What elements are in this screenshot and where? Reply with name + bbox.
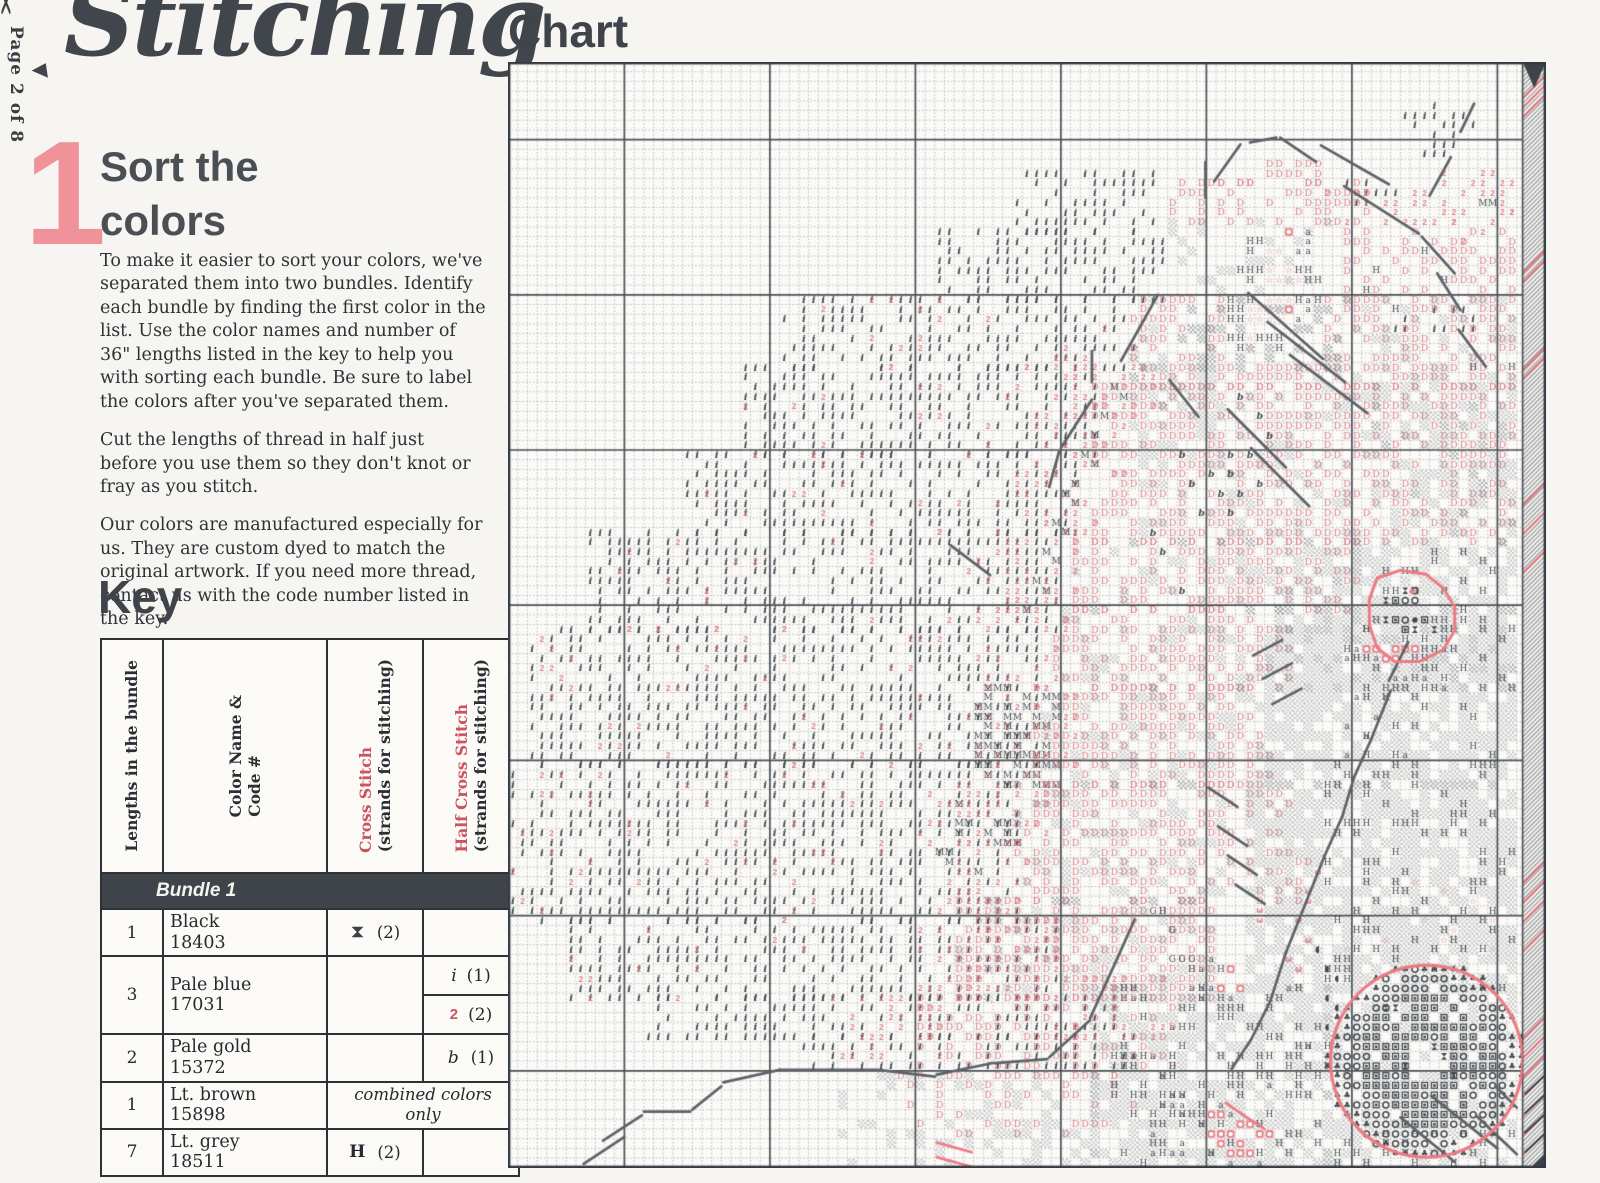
color-name-cell: Black 18403 [162,907,328,958]
key-header-label: Cross Stitch [355,746,375,853]
key-header-sub: (strands for stitching) [375,659,394,853]
half-symbol: i [451,965,457,986]
cross-symbol: H [349,1142,366,1163]
step-title-line1: Sort the [100,143,259,190]
key-table: Lengths in the bundle Color Name & Code # C… [100,638,520,1178]
color-name-cell: Lt. grey 18511 [162,1127,328,1178]
half-cross-cell [422,907,520,958]
cross-stitch-cell: H (2) [326,1127,424,1178]
instructions: To make it easier to sort your colors, w… [100,250,486,647]
key-header-cell: Color Name & Code # [162,638,328,874]
hourglass-symbol-icon [351,926,364,938]
chart-heading: Chart [508,5,629,57]
step-number: 1 [24,111,107,276]
cross-stitch-cell: (2) [326,907,424,958]
instruction-paragraph: To make it easier to sort your colors, w… [100,251,486,412]
key-header-row: Lengths in the bundle Color Name & Code # C… [100,638,520,874]
cross-strands: (2) [376,923,401,943]
key-header-cell: Lengths in the bundle [100,638,164,874]
key-heading: Key [98,571,183,623]
half-strands: (1) [470,1048,495,1068]
key-header-label: Half Cross Stitch [451,704,471,853]
key-row: 1 Lt. brown 15898 combined colors only [100,1080,520,1130]
half-cross-cell [422,1127,520,1178]
combined-cell: combined colors only [326,1080,520,1130]
key-header-label: Lengths in the bundle [122,660,142,852]
bundle-band: Bundle 1 [100,872,520,910]
step-title: Sort the colors [100,140,460,248]
half-cross-cell: b (1) [422,1033,520,1083]
key-header-cell: Half Cross Stitch (strands for stitching) [422,638,520,874]
lengths-cell: 1 [100,1080,164,1130]
key-header-label: Color Name & [225,694,245,818]
step-title-line2: colors [100,196,227,244]
bundle-label: Bundle 1 [100,872,520,910]
lengths-cell: 1 [100,907,164,958]
half-cross-cell: i (1) 2 (2) [422,955,520,1036]
half-symbol: b [447,1047,459,1068]
half-strands: (2) [468,1004,493,1025]
key-header-label2: Code # [245,755,264,818]
key-row: 7 Lt. grey 18511 H (2) [100,1127,520,1178]
key-row: 3 Pale blue 17031 i (1) 2 (2) [100,955,520,1036]
lengths-cell: 7 [100,1127,164,1178]
lengths-cell: 2 [100,1033,164,1083]
color-name-cell: Pale gold 15372 [162,1033,328,1083]
half-symbol: 2 [449,1006,459,1024]
stitch-chart-canvas [508,62,1546,1168]
key-header-sub: (strands for stitching) [471,659,490,853]
color-name-cell: Lt. brown 15898 [162,1080,328,1130]
cut-mark-triangle [31,63,53,83]
key-row: 2 Pale gold 15372 b (1) [100,1033,520,1083]
cross-stitch-cell [326,955,424,1036]
color-name-cell: Pale blue 17031 [162,955,328,1036]
instruction-paragraph: Cut the lengths of thread in half just b… [100,430,471,497]
cross-strands: (2) [377,1142,401,1162]
page-marker: Page 2 of 8 [6,26,26,144]
scissors-icon: ✂ [0,0,22,16]
masthead-title: Stitching [64,0,546,79]
cross-stitch-cell [326,1033,424,1083]
lengths-cell: 3 [100,955,164,1036]
key-row: 1 Black 18403 (2) [100,907,520,958]
instruction-paragraph: Our colors are manufactured especially f… [100,515,483,630]
key-header-cell: Cross Stitch (strands for stitching) [326,638,424,874]
half-strands: (1) [466,965,491,986]
